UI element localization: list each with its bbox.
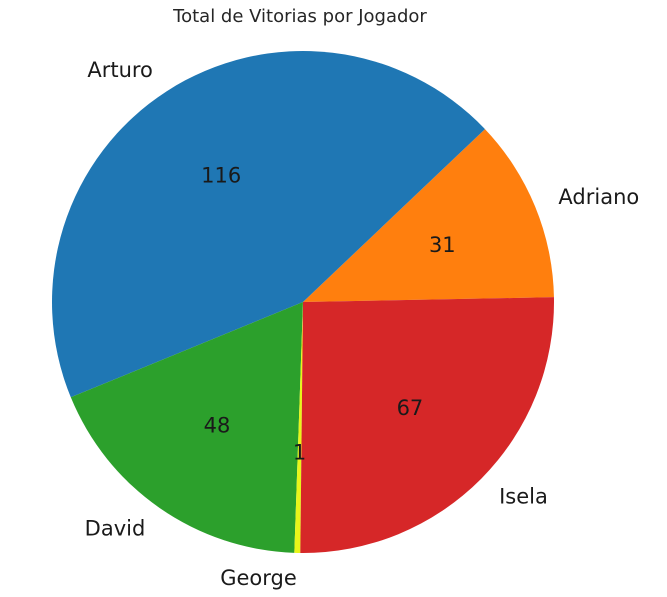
value-label-adriano: 31 [429,233,456,257]
slice-label-george: George [220,566,297,590]
pie-slices [51,50,554,553]
slice-label-david: David [85,517,146,541]
slice-label-adriano: Adriano [558,185,639,209]
slice-label-isela: Isela [499,484,548,508]
value-label-david: 48 [204,414,231,438]
slice-label-arturo: Arturo [87,58,153,82]
pie-slice-adriano [303,129,554,302]
chart-title: Total de Vitorias por Jogador [172,6,427,27]
value-label-isela: 67 [397,396,424,420]
pie-value-labels: 31 116 48 1 67 [201,164,456,465]
value-label-george: 1 [293,441,306,465]
pie-slice-george [294,302,303,553]
pie-slice-arturo [51,50,485,398]
value-label-arturo: 116 [201,164,241,188]
pie-slice-isela [300,297,554,553]
pie-slice-david [70,302,304,553]
pie-slice-labels: Adriano Arturo David George Isela [85,58,640,590]
